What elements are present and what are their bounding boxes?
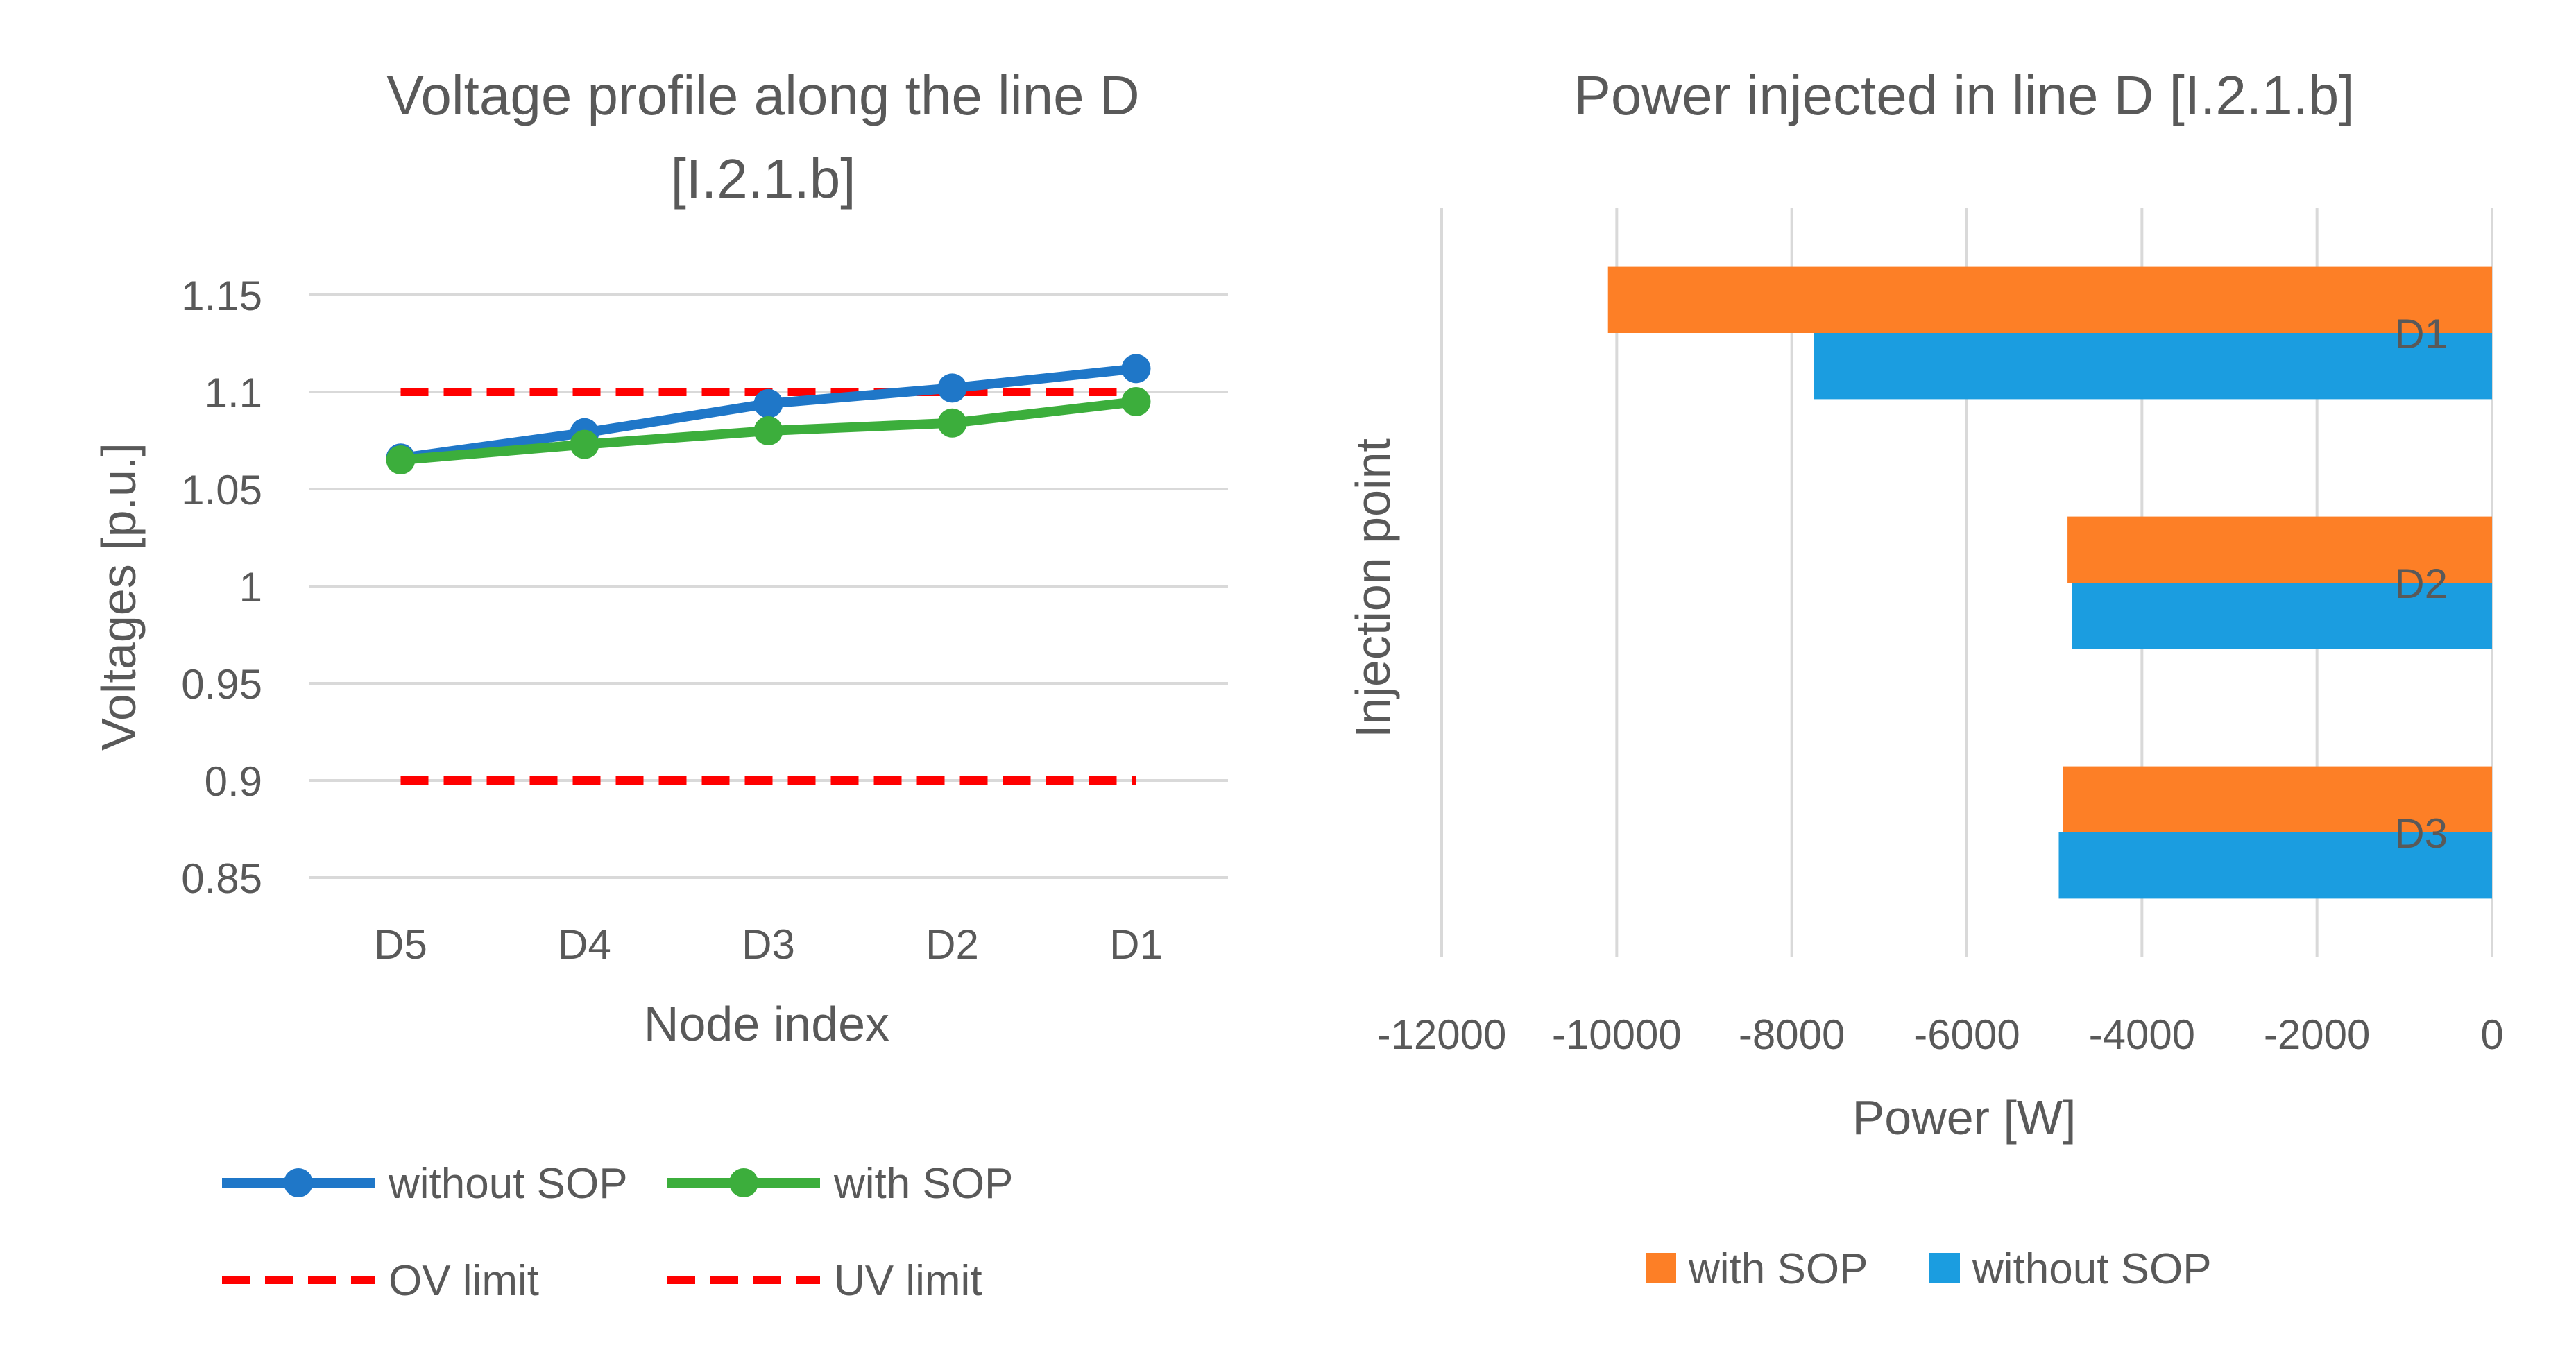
data-point-without-sop bbox=[937, 373, 967, 403]
y-tick-label: 1 bbox=[239, 564, 262, 610]
x-tick-label: D5 bbox=[374, 921, 427, 968]
y-axis-title: Voltages [p.u.] bbox=[92, 443, 146, 751]
legend-label-with-sop: with SOP bbox=[833, 1160, 1013, 1208]
x-tick-labels: D5 D4 D3 D2 D1 bbox=[374, 921, 1163, 968]
x-tick-label: -8000 bbox=[1739, 1011, 1845, 1058]
legend-label-without-sop: without SOP bbox=[388, 1160, 628, 1208]
x-tick-label: D3 bbox=[742, 921, 795, 968]
legend-swatch-with-sop bbox=[1646, 1253, 1676, 1283]
bar-d2-without-sop bbox=[2072, 583, 2492, 649]
y-tick-label: 1.15 bbox=[181, 273, 262, 319]
power-injected-chart: Power injected in line D [I.2.1.b] -1200… bbox=[1346, 65, 2504, 1293]
x-tick-label: -4000 bbox=[2089, 1011, 2195, 1058]
bar-d3-without-sop bbox=[2058, 832, 2492, 899]
voltage-profile-chart: Voltage profile along the line D [I.2.1.… bbox=[92, 65, 1228, 1305]
legend-label-with-sop: with SOP bbox=[1688, 1245, 1868, 1293]
category-label: D1 bbox=[2394, 311, 2448, 357]
y-tick-label: 1.1 bbox=[205, 370, 262, 416]
chart-title: Power injected in line D [I.2.1.b] bbox=[1573, 65, 2354, 126]
bar-d3-with-sop bbox=[2063, 766, 2492, 832]
y-tick-label: 0.85 bbox=[181, 855, 262, 902]
x-tick-label: -2000 bbox=[2264, 1011, 2370, 1058]
x-tick-label: D2 bbox=[926, 921, 979, 968]
chart-legend: without SOP with SOP OV limit UV limit bbox=[222, 1160, 1013, 1305]
data-point-with-sop bbox=[753, 416, 783, 445]
data-point-without-sop bbox=[753, 388, 783, 418]
bars bbox=[1607, 266, 2492, 899]
power-injected-chart-panel: Power injected in line D [I.2.1.b] -1200… bbox=[1288, 0, 2576, 1365]
y-tick-labels: 1.15 1.1 1.05 1 0.95 0.9 0.85 bbox=[181, 273, 262, 902]
x-tick-label: D4 bbox=[558, 921, 611, 968]
bar-d1-without-sop bbox=[1814, 333, 2492, 400]
voltage-profile-chart-panel: Voltage profile along the line D [I.2.1.… bbox=[0, 0, 1288, 1365]
bar-d2-with-sop bbox=[2067, 516, 2492, 583]
y-axis-title: Injection point bbox=[1346, 438, 1400, 738]
y-tick-label: 1.05 bbox=[181, 467, 262, 513]
y-tick-label: 0.9 bbox=[205, 758, 262, 805]
y-gridlines bbox=[309, 293, 1228, 879]
x-tick-label: 0 bbox=[2480, 1011, 2503, 1058]
x-axis-title: Power [W] bbox=[1852, 1091, 2076, 1145]
data-point-with-sop bbox=[386, 445, 416, 474]
data-point-without-sop bbox=[1121, 354, 1151, 384]
x-tick-label: -6000 bbox=[1913, 1011, 2020, 1058]
category-label: D3 bbox=[2394, 810, 2448, 857]
chart-title-line1: Voltage profile along the line D bbox=[386, 65, 1139, 126]
x-tick-label: -10000 bbox=[1552, 1011, 1682, 1058]
x-tick-label: -12000 bbox=[1377, 1011, 1507, 1058]
bar-d1-with-sop bbox=[1607, 266, 2492, 333]
legend-marker-without-sop bbox=[284, 1168, 313, 1197]
x-tick-labels: -12000 -10000 -8000 -6000 -4000 -2000 0 bbox=[1377, 1011, 2504, 1058]
data-point-with-sop bbox=[570, 429, 599, 459]
x-axis-title: Node index bbox=[644, 997, 889, 1051]
chart-legend: with SOP without SOP bbox=[1646, 1245, 2212, 1293]
legend-swatch-without-sop bbox=[1929, 1253, 1960, 1283]
category-labels: D1 D2 D3 bbox=[2394, 311, 2448, 857]
series-lines bbox=[386, 354, 1151, 785]
legend-label-ov-limit: OV limit bbox=[389, 1257, 539, 1305]
x-tick-label: D1 bbox=[1109, 921, 1163, 968]
data-point-with-sop bbox=[1121, 387, 1151, 416]
category-label: D2 bbox=[2394, 561, 2448, 607]
legend-label-without-sop: without SOP bbox=[1972, 1245, 2212, 1293]
legend-marker-with-sop bbox=[729, 1168, 758, 1197]
chart-title-line2: [I.2.1.b] bbox=[671, 148, 856, 210]
legend-label-uv-limit: UV limit bbox=[834, 1257, 982, 1305]
y-tick-label: 0.95 bbox=[181, 661, 262, 708]
data-point-with-sop bbox=[937, 408, 967, 438]
